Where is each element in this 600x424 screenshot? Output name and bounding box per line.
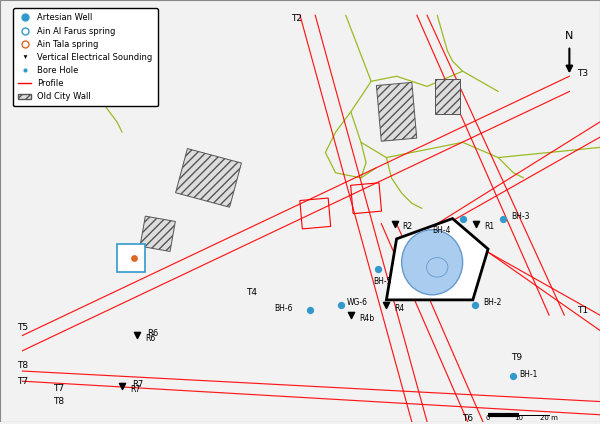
Text: T4: T4 — [246, 288, 257, 297]
Text: R2: R2 — [403, 222, 413, 231]
Point — [346, 312, 356, 318]
Point — [133, 332, 142, 339]
Text: 20 m: 20 m — [540, 415, 558, 421]
Text: 0: 0 — [486, 415, 490, 421]
Point — [336, 301, 346, 308]
Text: T7: T7 — [17, 377, 28, 386]
Text: WG-6: WG-6 — [347, 298, 368, 307]
Text: BH-4: BH-4 — [432, 226, 451, 235]
Point — [499, 215, 508, 222]
Ellipse shape — [401, 230, 463, 295]
Text: R7: R7 — [132, 380, 143, 389]
Text: R6: R6 — [145, 334, 156, 343]
Point — [130, 255, 139, 262]
Point — [390, 220, 400, 227]
Polygon shape — [386, 218, 488, 300]
Point — [373, 266, 383, 273]
Bar — [300, 198, 331, 229]
Text: R1: R1 — [484, 222, 494, 231]
Text: T6: T6 — [462, 414, 473, 423]
Bar — [376, 82, 417, 141]
Text: N: N — [565, 31, 574, 41]
Text: BH-6: BH-6 — [275, 304, 293, 312]
Text: T8: T8 — [53, 397, 65, 406]
Text: T7: T7 — [53, 384, 65, 393]
Point — [509, 373, 518, 379]
Text: BH-2: BH-2 — [483, 298, 502, 307]
Text: R4: R4 — [395, 304, 405, 312]
Text: T2: T2 — [292, 14, 302, 23]
Text: T8: T8 — [17, 361, 28, 371]
Text: T1: T1 — [577, 306, 588, 315]
Text: T5: T5 — [17, 323, 28, 332]
Text: 10: 10 — [514, 415, 523, 421]
Point — [470, 301, 479, 308]
Bar — [350, 183, 382, 214]
Text: BH-1: BH-1 — [520, 370, 538, 379]
Text: BH-3: BH-3 — [511, 212, 530, 221]
Legend: Artesian Well, Ain Al Farus spring, Ain Tala spring, Vertical Electrical Soundin: Artesian Well, Ain Al Farus spring, Ain … — [13, 8, 158, 106]
Text: T3: T3 — [577, 69, 588, 78]
Point — [471, 220, 481, 227]
Bar — [117, 244, 145, 273]
Point — [382, 301, 391, 308]
Text: R6: R6 — [148, 329, 159, 338]
Bar — [176, 148, 241, 207]
Text: BH-5: BH-5 — [373, 277, 392, 286]
Point — [458, 215, 467, 222]
Text: R7: R7 — [130, 385, 140, 394]
Point — [118, 383, 127, 390]
Text: T9: T9 — [511, 353, 522, 363]
Point — [305, 307, 315, 313]
Bar — [434, 79, 460, 114]
Text: R4b: R4b — [359, 314, 374, 323]
Bar — [140, 216, 175, 251]
